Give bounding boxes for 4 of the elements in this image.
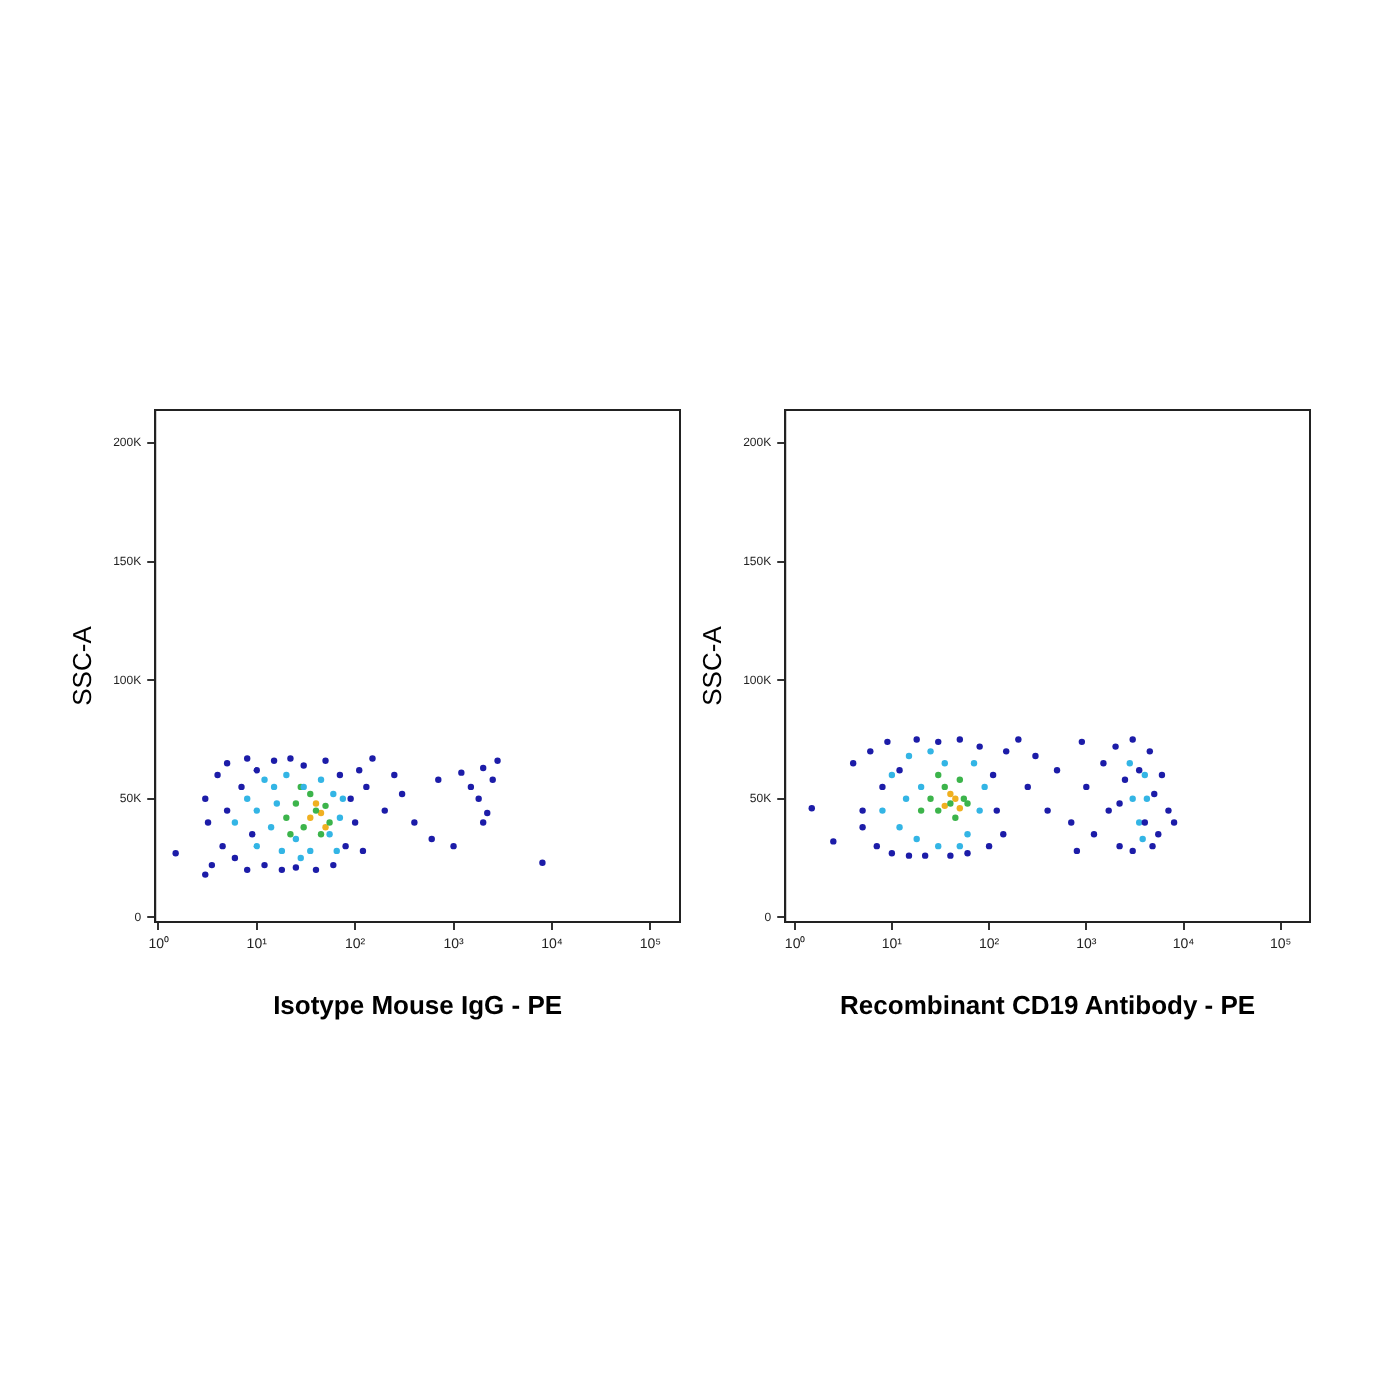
y-axis-title: SSC-A — [66, 625, 97, 706]
x-axis-title: Recombinant CD19 Antibody - PE — [840, 989, 1256, 1020]
x-axis-title: Isotype Mouse IgG - PE — [273, 989, 563, 1020]
y-axis-title: SSC-A — [696, 625, 727, 706]
